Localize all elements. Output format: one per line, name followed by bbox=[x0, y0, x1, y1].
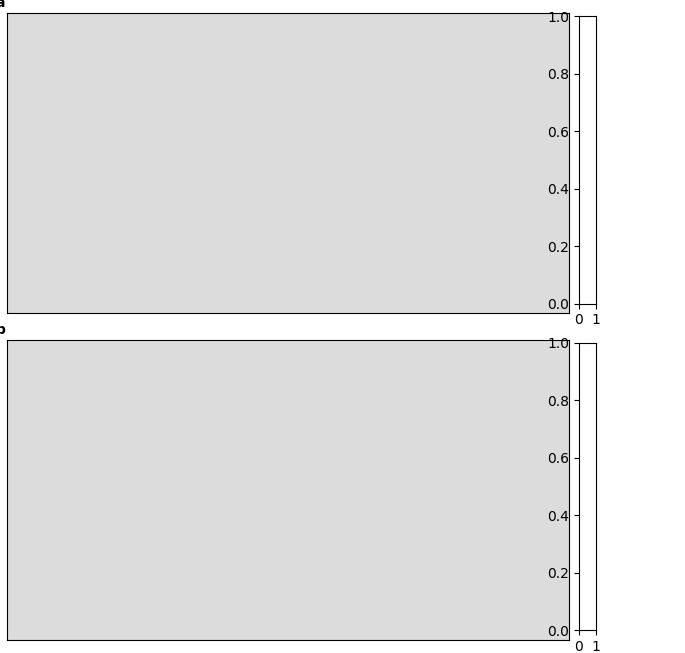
Text: b: b bbox=[0, 323, 5, 336]
Text: a: a bbox=[0, 0, 5, 10]
